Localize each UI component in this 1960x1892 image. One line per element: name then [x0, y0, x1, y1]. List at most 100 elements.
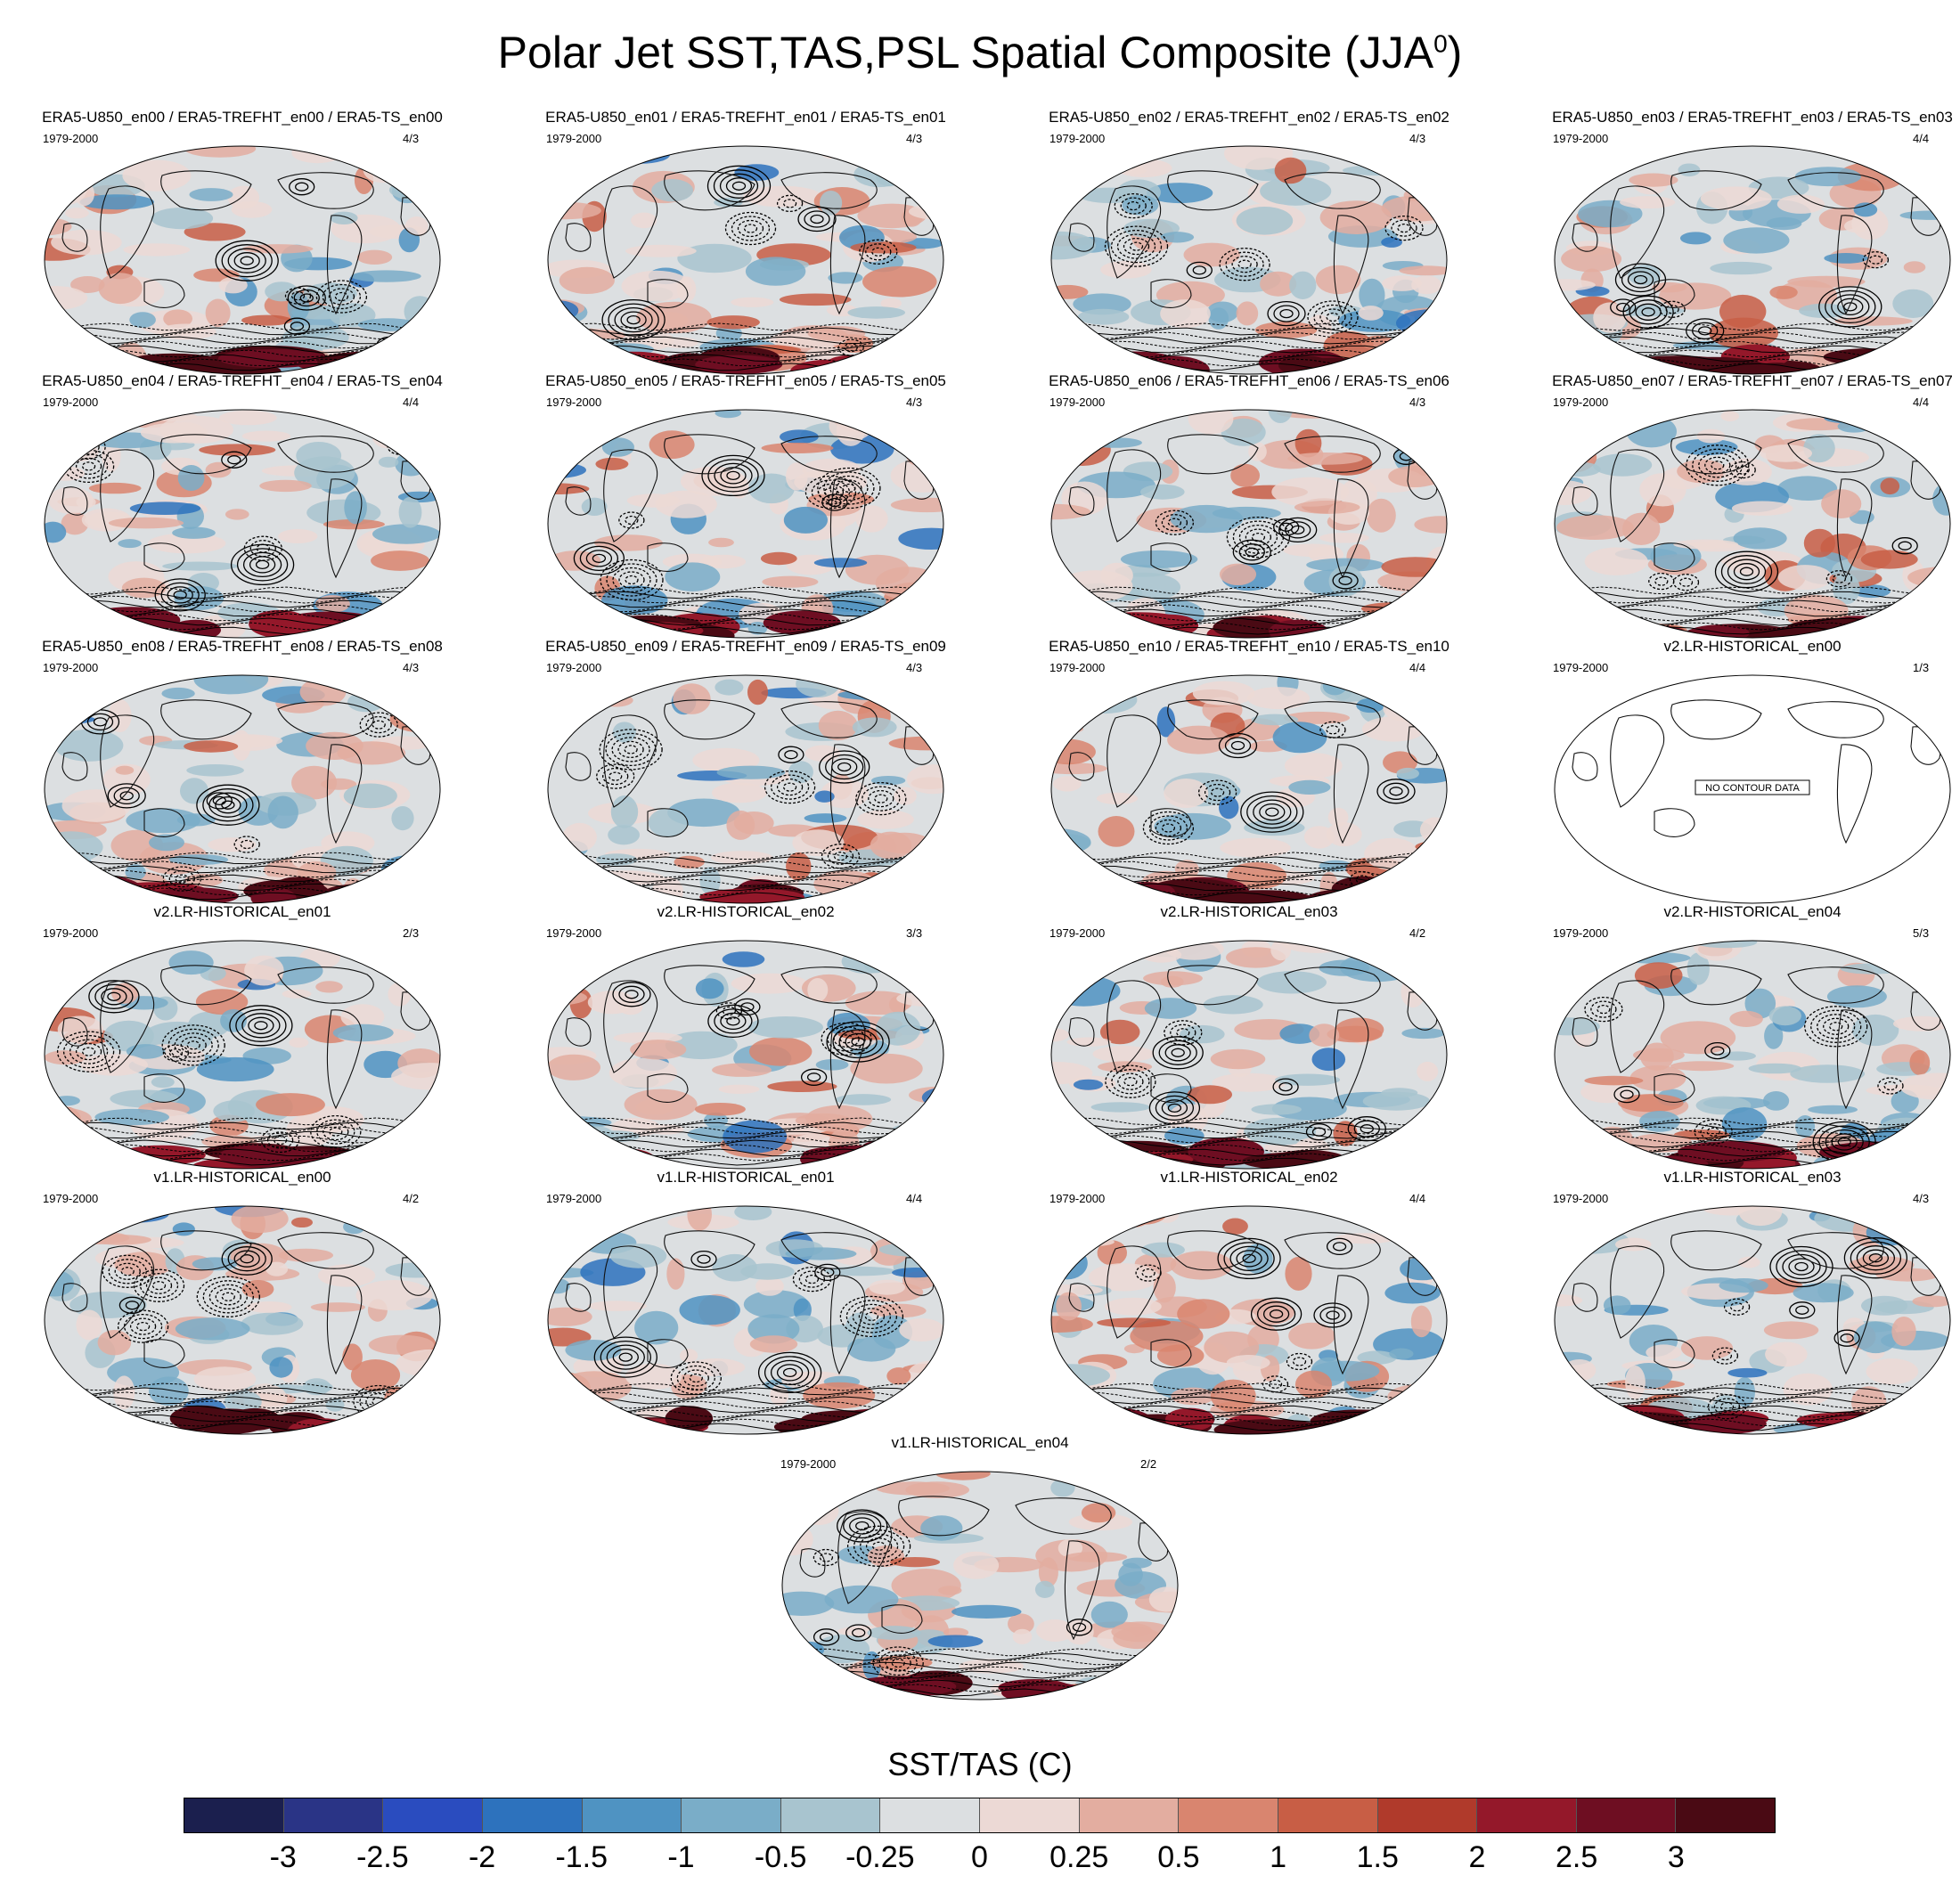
panel-fraction: 4/4 — [1409, 1192, 1426, 1205]
panel-fraction: 4/3 — [1913, 1192, 1930, 1205]
panel-fraction: 4/3 — [403, 661, 420, 674]
coastline — [603, 449, 658, 542]
coastline — [1787, 966, 1884, 1004]
panel-period: 1979-2000 — [1553, 926, 1609, 940]
coastline — [1167, 170, 1259, 211]
panel-period: 1979-2000 — [546, 132, 602, 145]
coastline — [160, 1230, 252, 1271]
map-panel: ERA5-U850_en08 / ERA5-TREFHT_en08 / ERA5… — [11, 638, 474, 905]
map-panel: ERA5-U850_en00 / ERA5-TREFHT_en00 / ERA5… — [11, 109, 474, 376]
coastline — [277, 1232, 374, 1269]
coastline — [277, 172, 374, 209]
world-map — [1554, 409, 1951, 639]
coastline — [160, 170, 252, 211]
panel-period: 1979-2000 — [780, 1457, 837, 1471]
panel-period: 1979-2000 — [43, 132, 99, 145]
coastline — [1572, 223, 1598, 252]
colorbar-tick-label: 0.25 — [1049, 1840, 1109, 1874]
colorbar-tick-label: 2 — [1468, 1840, 1486, 1874]
world-map — [547, 1205, 944, 1435]
colorbar-segment — [482, 1798, 583, 1832]
map-panel: v1.LR-HISTORICAL_en01 1979-2000 4/4 — [514, 1169, 977, 1436]
coastline — [1654, 542, 1695, 572]
panel-title: v1.LR-HISTORICAL_en04 — [891, 1434, 1069, 1451]
world-map — [547, 674, 944, 904]
coastline — [1167, 699, 1259, 740]
coastline — [1284, 701, 1381, 738]
coastline — [565, 752, 592, 781]
panel-period: 1979-2000 — [1049, 132, 1106, 145]
map-border — [1554, 145, 1951, 375]
coastline — [780, 436, 878, 473]
coastline — [1333, 1275, 1369, 1375]
panel-title: ERA5-U850_en03 / ERA5-TREFHT_en03 / ERA5… — [1552, 109, 1953, 126]
coastline — [1107, 1245, 1162, 1339]
panel-period: 1979-2000 — [1553, 396, 1609, 409]
coastline — [160, 699, 252, 740]
coastline — [61, 1283, 88, 1312]
panel-fraction: 4/3 — [906, 132, 923, 145]
map-border — [547, 409, 944, 639]
colorbar-tick-label: 3 — [1667, 1840, 1685, 1874]
coastline — [837, 1511, 893, 1604]
panel-fraction: 4/3 — [906, 661, 923, 674]
coastline — [100, 714, 155, 808]
coastline — [326, 1009, 363, 1110]
panel-period: 1979-2000 — [1553, 132, 1609, 145]
colorbar-tick-label: -0.25 — [845, 1840, 915, 1874]
panel-title: ERA5-U850_en01 / ERA5-TREFHT_en01 / ERA5… — [545, 109, 946, 126]
world-map — [1050, 145, 1448, 375]
map-panel: ERA5-U850_en02 / ERA5-TREFHT_en02 / ERA5… — [1017, 109, 1481, 376]
panel-title: ERA5-U850_en08 / ERA5-TREFHT_en08 / ERA5… — [42, 638, 443, 655]
map-border — [1554, 940, 1951, 1170]
coastline — [1787, 1232, 1884, 1269]
map-border — [1050, 145, 1448, 375]
coastline — [1284, 172, 1381, 209]
coastline — [160, 965, 252, 1006]
map-panel: v2.LR-HISTORICAL_en00 1979-2000 1/3 NO CONT… — [1521, 638, 1960, 905]
world-map — [1050, 940, 1448, 1170]
coastline — [1836, 1275, 1873, 1375]
colorbar-tick-label: -0.5 — [754, 1840, 807, 1874]
world-map — [547, 145, 944, 375]
panel-period: 1979-2000 — [43, 661, 99, 674]
colorbar-tick-label: 2.5 — [1555, 1840, 1598, 1874]
panel-fraction: 4/4 — [403, 396, 420, 409]
coastline — [143, 542, 185, 572]
coastline — [565, 223, 592, 252]
coastline — [1610, 449, 1665, 542]
coastline — [1064, 1540, 1100, 1641]
coastline — [829, 1275, 866, 1375]
colorbar-segment — [582, 1798, 682, 1832]
world-map — [547, 940, 944, 1170]
panel-title: ERA5-U850_en05 / ERA5-TREFHT_en05 / ERA5… — [545, 372, 946, 389]
coastline — [664, 434, 755, 475]
map-panel: ERA5-U850_en07 / ERA5-TREFHT_en07 / ERA5… — [1521, 372, 1960, 640]
coastline — [1167, 434, 1259, 475]
colorbar-segment — [780, 1798, 881, 1832]
coastline — [1333, 478, 1369, 579]
colorbar-tick-label: -3 — [269, 1840, 297, 1874]
panel-period: 1979-2000 — [1049, 396, 1106, 409]
coastline — [647, 808, 689, 837]
colorbar-segment — [283, 1798, 384, 1832]
coastline — [61, 752, 88, 781]
coastline — [1068, 1017, 1095, 1047]
world-map — [1554, 940, 1951, 1170]
coastline — [647, 1339, 689, 1368]
world-map — [44, 674, 441, 904]
coastline — [1333, 744, 1369, 844]
colorbar-segment — [1079, 1798, 1180, 1832]
map-border — [1554, 674, 1951, 904]
coastline — [1654, 1339, 1695, 1368]
map-border — [44, 940, 441, 1170]
panel-fraction: 1/3 — [1913, 661, 1930, 674]
coastline — [780, 701, 878, 738]
coastline — [1910, 726, 1941, 765]
coastline — [1836, 478, 1873, 579]
coastline — [829, 215, 866, 315]
panel-title: ERA5-U850_en09 / ERA5-TREFHT_en09 / ERA5… — [545, 638, 946, 655]
map-panel: v1.LR-HISTORICAL_en03 1979-2000 4/3 — [1521, 1169, 1960, 1436]
colorbar-tick-label: 1.5 — [1356, 1840, 1399, 1874]
panel-title: v2.LR-HISTORICAL_en04 — [1663, 903, 1842, 920]
